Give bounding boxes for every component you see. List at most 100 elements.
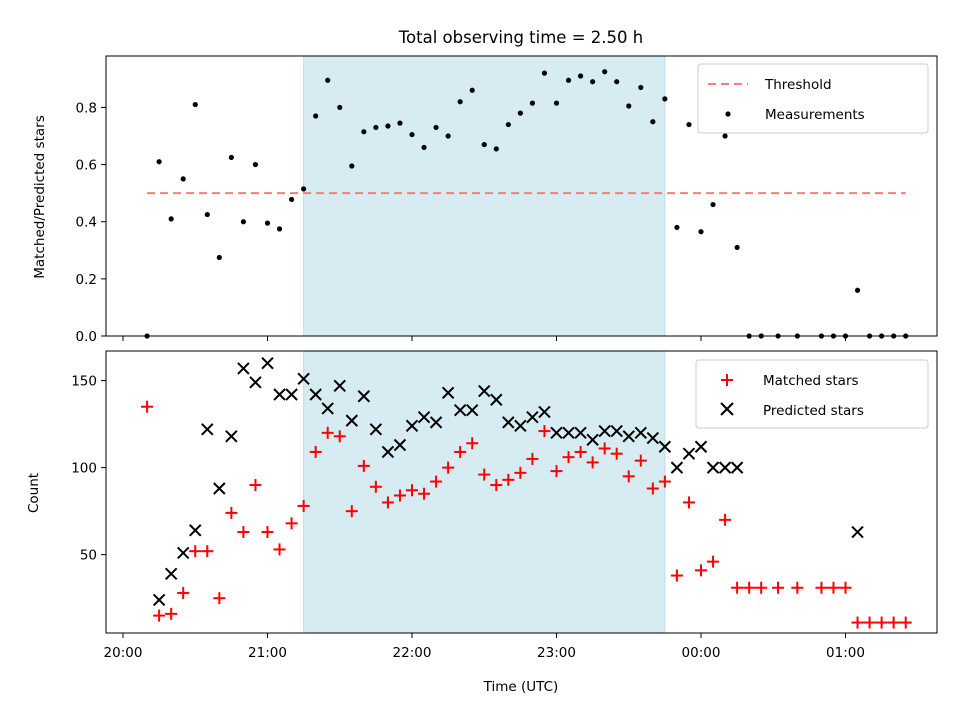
measurement-point: [445, 133, 451, 139]
y-tick-label: 0.8: [76, 100, 97, 116]
y-tick-label: 0.0: [76, 329, 97, 345]
measurement-point: [337, 104, 343, 111]
measurement-point: [409, 131, 415, 138]
predicted-star-point: [164, 567, 178, 581]
measurement-point: [650, 119, 656, 125]
matched-star-point: [550, 465, 563, 478]
matched-star-point: [357, 459, 370, 472]
matched-star-point: [454, 445, 467, 458]
measurement-point: [204, 211, 210, 218]
predicted-star-point: [478, 384, 491, 398]
predicted-star-point: [718, 461, 732, 474]
measurement-point: [481, 141, 487, 148]
matched-star-point: [707, 555, 720, 568]
matched-star-point: [297, 499, 310, 512]
matched-star-point: [466, 437, 479, 450]
measurement-point: [385, 123, 391, 129]
predicted-star-point: [249, 376, 262, 389]
matched-star-point: [442, 461, 455, 474]
predicted-star-point: [562, 426, 575, 440]
predicted-star-point: [441, 386, 455, 399]
x-tick-label: 00:00: [682, 645, 721, 661]
predicted-star-point: [634, 426, 647, 440]
matched-star-point: [141, 400, 154, 413]
bottom-legend-box: [695, 359, 929, 429]
bottom-shaded-span: [303, 350, 666, 634]
matched-star-point: [538, 425, 551, 438]
measurement-point: [252, 161, 259, 168]
predicted-star-point: [550, 426, 563, 440]
measurement-point: [457, 99, 463, 105]
predicted-star-point: [369, 423, 383, 436]
measurement-point: [541, 70, 548, 76]
predicted-star-point: [297, 372, 310, 386]
matched-star-point: [634, 454, 647, 467]
matched-star-point: [237, 526, 250, 539]
predicted-star-point: [646, 431, 660, 445]
measurement-point: [734, 244, 740, 251]
x-tick-label: 22:00: [393, 645, 432, 661]
measurement-point: [168, 216, 174, 222]
y-tick-label: 50: [80, 548, 97, 564]
matched-star-point: [772, 581, 785, 594]
matched-star-point: [490, 479, 503, 492]
y-tick-label: 100: [71, 461, 97, 477]
measurement-point: [686, 121, 692, 128]
measurement-point: [192, 101, 198, 108]
measurements-legend-label: Measurements: [765, 107, 865, 123]
matched-star-point: [670, 569, 683, 582]
measurement-point: [156, 159, 162, 165]
predicted-star-point: [309, 388, 322, 401]
matched-star-point: [321, 426, 334, 439]
measurement-point: [493, 146, 499, 152]
predicted-star-point: [682, 447, 696, 460]
matched-star-point: [526, 452, 539, 465]
matched-star-point: [622, 470, 635, 483]
predicted-star-point: [538, 405, 551, 419]
measurement-point: [517, 110, 523, 116]
top-legend: Threshold Measurements: [697, 63, 929, 134]
matched-legend-swatch: [721, 374, 733, 386]
top-y-axis-ticks: 0.0 0.2 0.4 0.6 0.8: [76, 100, 106, 345]
matched-star-point: [213, 592, 226, 605]
matched-star-point: [165, 607, 178, 620]
predicted-star-point: [574, 426, 587, 440]
predicted-star-point: [490, 393, 503, 406]
measurement-point: [373, 124, 379, 131]
measurement-point: [638, 84, 644, 91]
measurement-point: [216, 254, 222, 261]
matched-legend-label: Matched stars: [763, 373, 859, 389]
matched-star-point: [478, 468, 491, 481]
predicted-star-point: [502, 416, 515, 429]
matched-star-point: [719, 513, 732, 526]
bottom-x-axis-label: Time (UTC): [483, 679, 559, 695]
matched-star-point: [514, 466, 527, 479]
top-chart-title: Total observing time = 2.50 h: [398, 28, 643, 47]
predicted-star-point: [273, 388, 286, 401]
predicted-star-point: [851, 525, 864, 539]
top-y-axis-label: Matched/Predicted stars: [32, 115, 48, 278]
matched-star-points: [141, 400, 912, 629]
measurement-point: [276, 226, 283, 232]
predicted-star-point: [610, 424, 623, 438]
measurement-point: [553, 100, 560, 106]
matched-star-point: [333, 430, 346, 443]
bottom-y-axis-label: Count: [26, 473, 42, 513]
predicted-star-point: [285, 388, 298, 401]
measurement-point: [698, 229, 704, 235]
measurement-point: [288, 196, 295, 203]
y-tick-label: 150: [71, 374, 97, 390]
measurement-point: [854, 287, 861, 293]
matched-star-point: [731, 581, 744, 594]
predicted-star-point: [706, 461, 720, 474]
measurement-point: [577, 73, 584, 79]
predicted-star-point: [514, 419, 527, 433]
y-tick-label: 0.2: [76, 272, 97, 288]
matched-star-point: [899, 616, 912, 629]
predicted-star-point: [622, 430, 635, 443]
matched-star-point: [755, 581, 768, 594]
measurement-point: [325, 77, 331, 83]
measurement-point: [565, 77, 572, 83]
matched-star-point: [406, 484, 418, 497]
predicted-star-point: [417, 410, 431, 424]
